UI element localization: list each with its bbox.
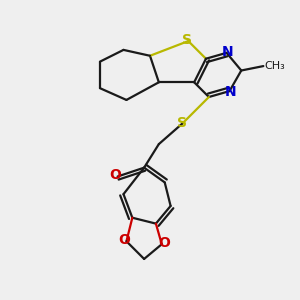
Text: O: O xyxy=(158,236,170,250)
Text: N: N xyxy=(224,85,236,99)
Text: N: N xyxy=(221,45,233,59)
Text: S: S xyxy=(177,116,188,130)
Text: O: O xyxy=(109,168,121,182)
Text: O: O xyxy=(118,233,130,247)
Text: S: S xyxy=(182,33,192,46)
Text: CH₃: CH₃ xyxy=(265,61,286,71)
